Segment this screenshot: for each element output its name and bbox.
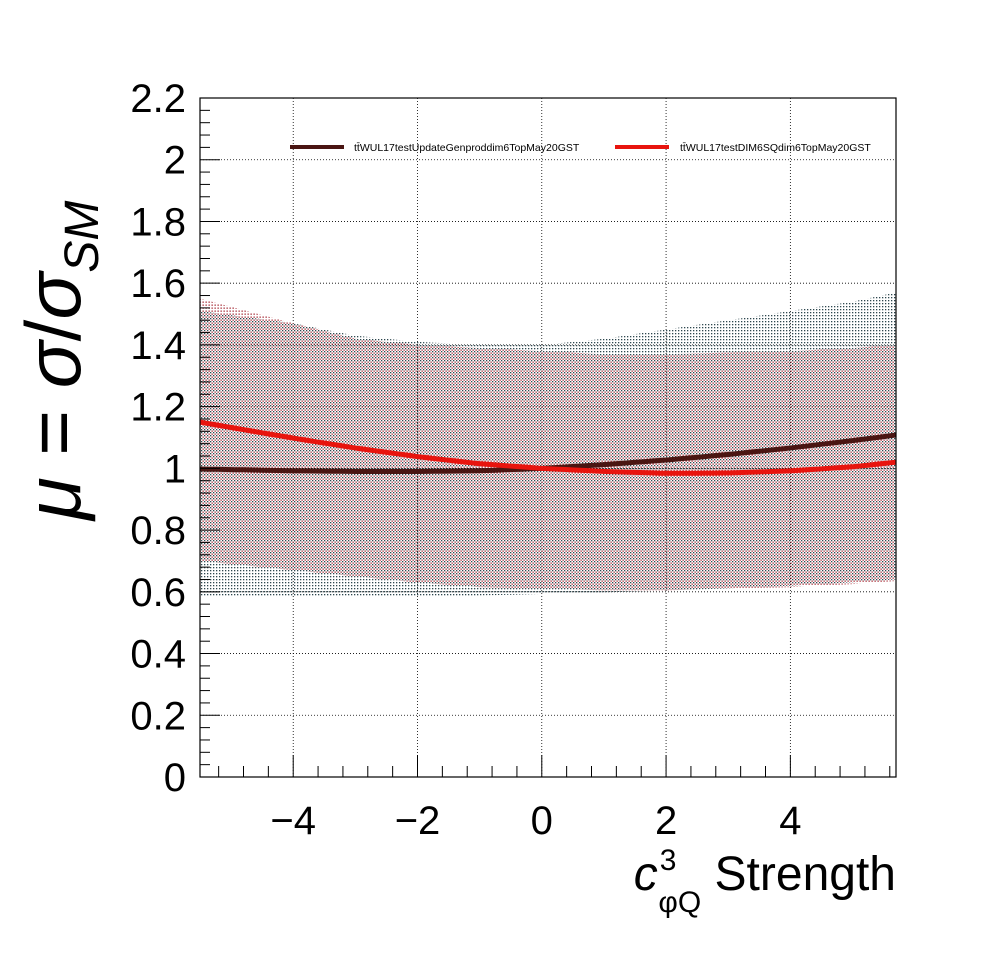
y-tick-label-4: 0.8 xyxy=(130,509,186,553)
y-tick-label-7: 1.4 xyxy=(130,324,186,368)
x-axis-label-text: Strength xyxy=(701,848,896,901)
x-tick-label-3: 2 xyxy=(655,799,677,843)
x-tick-label-4: 4 xyxy=(779,799,801,843)
y-axis-label-sigma2: σ xyxy=(9,270,97,320)
y-axis-label: μ = σ/σSM xyxy=(9,201,109,522)
y-axis-label-sigma: σ xyxy=(9,338,97,388)
y-tick-label-0: 0 xyxy=(164,756,186,800)
y-tick-label-10: 2 xyxy=(164,139,186,183)
legend-entry-1: tt̄WUL17testDIM6SQdim6TopMay20GST xyxy=(615,142,871,154)
y-tick-label-3: 0.6 xyxy=(130,571,186,615)
y-tick-label-9: 1.8 xyxy=(130,200,186,244)
y-tick-label-11: 2.2 xyxy=(130,77,186,121)
tick-labels: −4 −2 0 2 4 0 0.2 0.4 0.6 0.8 1 1.2 1.4 1.6 1.8 2 2.2 xyxy=(130,77,801,843)
y-axis-label-slash: / xyxy=(9,319,97,341)
y-tick-label-1: 0.2 xyxy=(130,694,186,738)
x-tick-label-0: −4 xyxy=(270,799,316,843)
series-line-1 xyxy=(200,419,896,476)
y-axis-label-sub: SM xyxy=(56,201,109,273)
legend-label-0: tt̄WUL17testUpdateGenproddim6TopMay20GST xyxy=(354,142,580,154)
uncertainty-bands xyxy=(200,292,896,597)
y-tick-label-2: 0.4 xyxy=(130,633,186,677)
legend-label-1: tt̄WUL17testDIM6SQdim6TopMay20GST xyxy=(680,142,871,154)
x-tick-label-1: −2 xyxy=(395,799,441,843)
x-axis-label-symbol: c xyxy=(634,848,658,901)
legend-entry-0: tt̄WUL17testUpdateGenproddim6TopMay20GST xyxy=(290,142,580,154)
band-series-1 xyxy=(200,298,896,591)
x-axis-label-subscript: φQ xyxy=(658,886,701,919)
x-axis-label-superscript: 3 xyxy=(660,844,677,877)
y-tick-label-8: 1.6 xyxy=(130,262,186,306)
series-lines xyxy=(200,419,896,476)
y-tick-label-6: 1.2 xyxy=(130,386,186,430)
x-tick-label-2: 0 xyxy=(531,799,553,843)
legend: tt̄WUL17testUpdateGenproddim6TopMay20GST… xyxy=(290,142,871,154)
y-tick-label-5: 1 xyxy=(164,447,186,491)
y-axis-label-eq: = xyxy=(9,388,97,477)
x-axis-label: c3 φQ Strength xyxy=(634,844,896,919)
y-axis-label-mu: μ xyxy=(9,477,97,522)
plot-frame xyxy=(199,97,897,778)
axis-ticks xyxy=(200,97,891,778)
